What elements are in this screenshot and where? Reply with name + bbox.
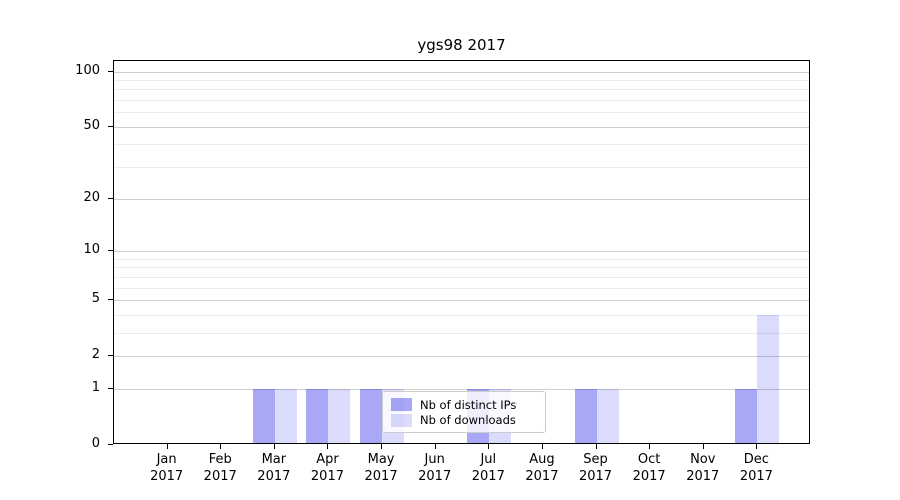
y-tick-label: 20 <box>83 189 100 205</box>
plot-area <box>113 60 810 444</box>
legend-label-distinct-ips: Nb of distinct IPs <box>420 397 517 412</box>
minor-gridline <box>114 167 809 169</box>
bar-distinct-ips-apr <box>306 388 329 443</box>
x-tick-label: Aug 2017 <box>525 452 559 484</box>
y-tick-label: 10 <box>83 241 100 257</box>
y-tick-mark <box>108 298 113 300</box>
x-tick-mark <box>166 444 168 449</box>
x-tick-mark <box>381 444 383 449</box>
x-tick-mark <box>327 444 329 449</box>
legend: Nb of distinct IPs Nb of downloads <box>382 391 546 433</box>
major-gridline <box>114 71 809 73</box>
y-tick-mark <box>108 70 113 72</box>
x-tick-mark <box>488 444 490 449</box>
y-tick-mark <box>108 387 113 389</box>
x-tick-mark <box>649 444 651 449</box>
x-tick-label: Dec 2017 <box>739 452 773 484</box>
x-tick-label: Jul 2017 <box>471 452 505 484</box>
y-tick-label: 0 <box>91 436 100 451</box>
y-tick-mark <box>108 355 113 357</box>
x-tick-mark <box>541 444 543 449</box>
x-tick-mark <box>220 444 222 449</box>
x-tick-mark <box>273 444 275 449</box>
major-gridline <box>114 299 809 301</box>
y-tick-label: 50 <box>83 117 100 133</box>
major-gridline <box>114 126 809 128</box>
bar-distinct-ips-dec <box>735 388 758 443</box>
y-tick-mark <box>108 125 113 127</box>
x-tick-label: Feb 2017 <box>203 452 237 484</box>
y-tick-mark <box>108 249 113 251</box>
bar-downloads-mar <box>274 388 297 443</box>
x-tick-label: Oct 2017 <box>632 452 666 484</box>
minor-gridline <box>114 267 809 269</box>
bar-downloads-dec <box>757 314 780 443</box>
x-tick-label: Jun 2017 <box>418 452 452 484</box>
x-tick-label: Nov 2017 <box>686 452 720 484</box>
minor-gridline <box>114 258 809 260</box>
legend-entry-distinct-ips: Nb of distinct IPs <box>391 397 537 413</box>
y-tick-mark <box>108 444 113 445</box>
bar-distinct-ips-mar <box>252 388 275 443</box>
chart-title: ygs98 2017 <box>417 36 506 54</box>
bar-distinct-ips-sep <box>574 388 597 443</box>
minor-gridline <box>114 276 809 278</box>
x-tick-label: Jan 2017 <box>150 452 184 484</box>
major-gridline <box>114 198 809 200</box>
y-tick-label: 1 <box>91 379 100 395</box>
x-tick-mark <box>702 444 704 449</box>
legend-entry-downloads: Nb of downloads <box>391 413 537 429</box>
x-tick-mark <box>756 444 758 449</box>
minor-gridline <box>114 287 809 289</box>
minor-gridline <box>114 89 809 91</box>
legend-swatch-distinct-ips <box>391 398 412 412</box>
legend-swatch-downloads <box>391 413 412 427</box>
minor-gridline <box>114 79 809 81</box>
y-tick-label: 5 <box>91 290 100 306</box>
x-tick-label: Apr 2017 <box>310 452 344 484</box>
major-gridline <box>114 388 809 390</box>
legend-label-downloads: Nb of downloads <box>420 413 516 428</box>
minor-gridline <box>114 100 809 102</box>
x-tick-label: May 2017 <box>364 452 398 484</box>
y-tick-label: 2 <box>91 347 100 363</box>
x-tick-mark <box>434 444 436 449</box>
major-gridline <box>114 356 809 358</box>
y-tick-mark <box>108 197 113 199</box>
y-tick-label: 100 <box>75 62 100 78</box>
x-tick-label: Mar 2017 <box>257 452 291 484</box>
minor-gridline <box>114 112 809 114</box>
x-tick-label: Sep 2017 <box>578 452 613 484</box>
bar-distinct-ips-may <box>360 388 383 443</box>
major-gridline <box>114 250 809 252</box>
minor-gridline <box>114 314 809 316</box>
bar-downloads-sep <box>596 388 619 443</box>
minor-gridline <box>114 144 809 146</box>
x-tick-mark <box>595 444 597 449</box>
minor-gridline <box>114 332 809 334</box>
bar-downloads-apr <box>328 388 351 443</box>
